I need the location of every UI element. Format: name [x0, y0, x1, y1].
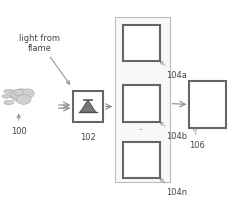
- Ellipse shape: [4, 101, 14, 105]
- Ellipse shape: [10, 91, 22, 99]
- Ellipse shape: [20, 89, 34, 99]
- Bar: [189, 82, 226, 128]
- Bar: [73, 92, 103, 122]
- Text: .: .: [139, 132, 143, 145]
- Bar: [115, 18, 170, 183]
- Bar: [122, 142, 160, 178]
- Polygon shape: [80, 101, 96, 113]
- Ellipse shape: [2, 95, 11, 99]
- Text: 104n: 104n: [160, 179, 187, 196]
- Text: light from
flame: light from flame: [19, 33, 70, 85]
- Ellipse shape: [16, 95, 31, 105]
- Text: 102: 102: [80, 132, 96, 141]
- Ellipse shape: [4, 90, 14, 94]
- Bar: [122, 26, 160, 62]
- Text: 106: 106: [189, 128, 205, 149]
- Text: 104b: 104b: [160, 122, 187, 140]
- Ellipse shape: [11, 89, 32, 102]
- Ellipse shape: [14, 90, 24, 96]
- Text: 100: 100: [11, 115, 26, 135]
- Text: .: .: [139, 120, 143, 133]
- Bar: [122, 86, 160, 122]
- Text: 104a: 104a: [160, 62, 187, 80]
